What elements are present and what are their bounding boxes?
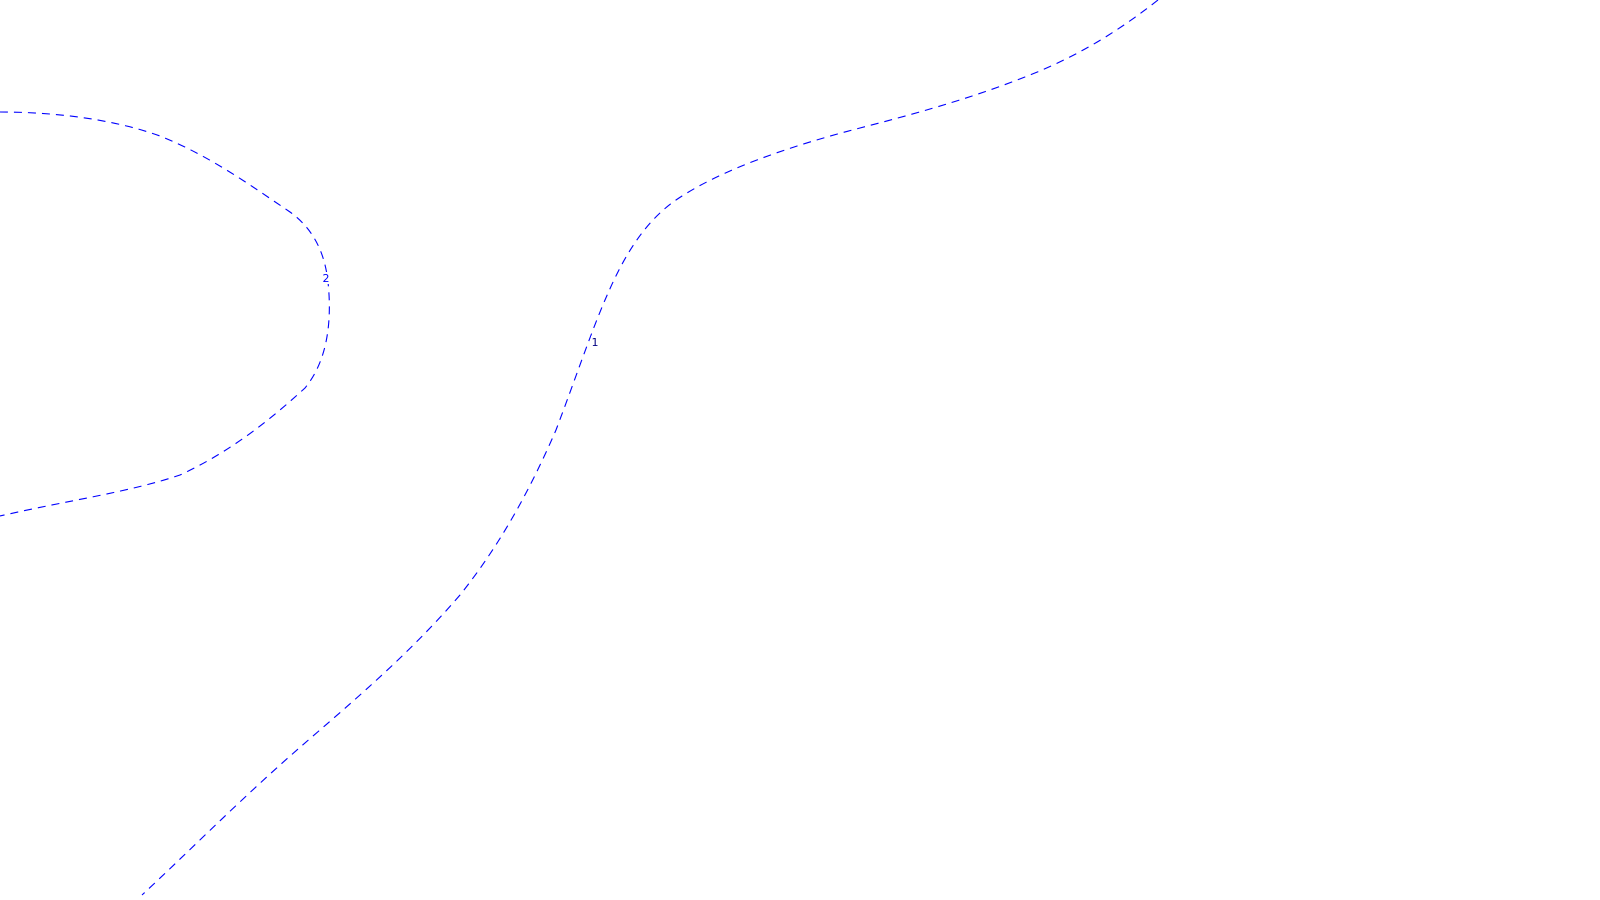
- contour-line-2: [0, 111, 330, 517]
- contour-label-1: 1: [592, 336, 599, 349]
- contour-label-bg-1: [591, 336, 600, 348]
- contour-label-bg-2: [321, 272, 330, 284]
- contour-label-2: 2: [323, 272, 330, 285]
- contour-line-1: [141, 0, 1159, 896]
